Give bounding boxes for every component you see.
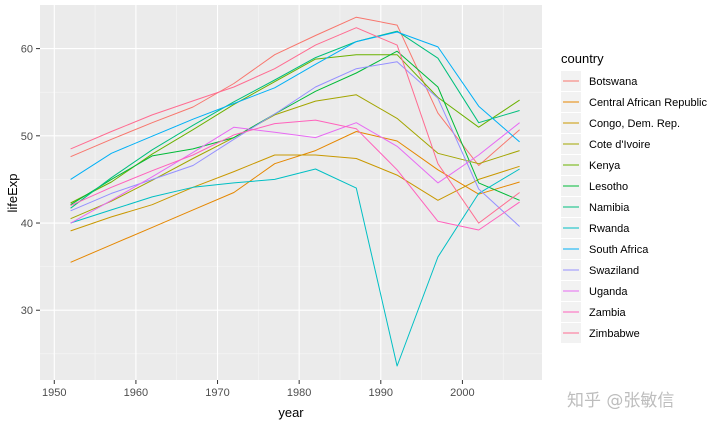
series-line-botswana <box>70 16 520 166</box>
series-line-namibia <box>70 30 520 209</box>
legend-label-cote-d-ivoire: Cote d'Ivoire <box>589 139 650 151</box>
legend-label-rwanda: Rwanda <box>589 223 630 235</box>
y-axis-title: lifeExp <box>5 173 20 212</box>
legend: country Botswana Central African Republic… <box>561 51 708 343</box>
y-tick-label: 40 <box>21 218 33 230</box>
y-tick-label: 30 <box>21 305 33 317</box>
x-axis-title: year <box>278 405 304 420</box>
x-tick-label: 1970 <box>205 387 229 399</box>
series-line-cote-d-ivoire <box>70 94 520 220</box>
plot-panel <box>40 5 542 380</box>
series-line-lesotho <box>70 50 520 206</box>
x-tick-label: 2000 <box>450 387 474 399</box>
y-axis: 30 40 50 60 <box>21 44 40 317</box>
minor-gridlines <box>40 5 542 380</box>
x-tick-label: 1980 <box>287 387 311 399</box>
series-line-swaziland <box>70 61 520 227</box>
legend-label-kenya: Kenya <box>589 160 621 172</box>
series-line-zambia <box>70 119 520 231</box>
legend-label-south-africa: South Africa <box>589 244 649 256</box>
legend-title: country <box>561 51 604 66</box>
watermark-text: 知乎 @张敏信 <box>567 391 674 411</box>
y-tick-label: 50 <box>21 131 33 143</box>
y-tick-label: 60 <box>21 44 33 56</box>
x-tick-label: 1950 <box>42 387 66 399</box>
x-tick-label: 1990 <box>369 387 393 399</box>
legend-label-botswana: Botswana <box>589 76 638 88</box>
legend-label-central-african-republic: Central African Republic <box>589 97 708 109</box>
legend-label-lesotho: Lesotho <box>589 181 628 193</box>
legend-label-uganda: Uganda <box>589 286 628 298</box>
legend-label-congo-dem-rep: Congo, Dem. Rep. <box>589 118 680 130</box>
series-lines <box>70 16 520 367</box>
legend-label-swaziland: Swaziland <box>589 265 639 277</box>
legend-label-zimbabwe: Zimbabwe <box>589 328 640 340</box>
legend-label-zambia: Zambia <box>589 307 627 319</box>
legend-label-namibia: Namibia <box>589 202 630 214</box>
series-line-rwanda <box>70 168 520 367</box>
series-line-congo-dem-rep <box>70 154 520 232</box>
x-axis: 1950 1960 1970 1980 1990 2000 <box>42 380 475 399</box>
x-tick-label: 1960 <box>124 387 148 399</box>
series-line-uganda <box>70 122 520 224</box>
series-line-south-africa <box>70 31 520 180</box>
series-line-zimbabwe <box>70 27 520 224</box>
